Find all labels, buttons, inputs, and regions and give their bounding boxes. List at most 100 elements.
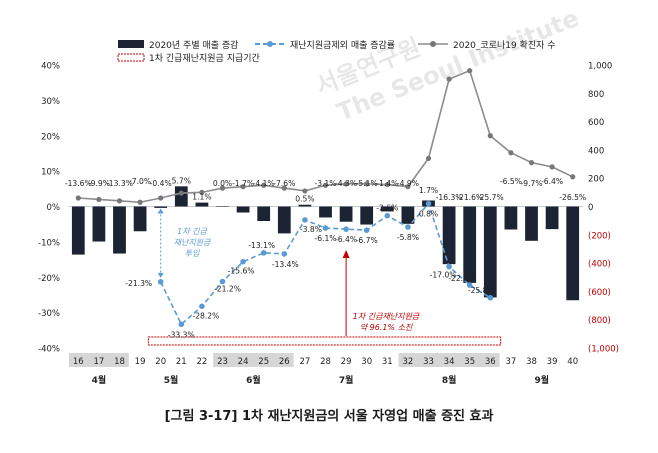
covid-point bbox=[508, 150, 514, 156]
right-tick-label: (400) bbox=[588, 260, 611, 270]
excl-point bbox=[363, 227, 370, 234]
bar-data-label: 5.7% bbox=[172, 176, 191, 185]
week-tick-label: 39 bbox=[547, 357, 558, 367]
covid-point bbox=[178, 190, 184, 196]
excl-data-label: -21.3% bbox=[125, 279, 152, 288]
left-tick-label: 10% bbox=[41, 168, 60, 178]
covid-point bbox=[467, 68, 473, 74]
left-axis: -40% -30% -20% -10% 0% 10% 20% 30% 40% bbox=[38, 62, 60, 355]
week-tick-label: 40 bbox=[567, 357, 578, 367]
excl-point bbox=[302, 217, 308, 223]
right-tick-label: 800 bbox=[588, 90, 604, 100]
covid-point bbox=[219, 185, 226, 191]
right-tick-label: (200) bbox=[588, 231, 611, 241]
bar-data-label: -7.0% bbox=[129, 177, 151, 186]
month-label: 4월 bbox=[92, 374, 107, 386]
sales-bar bbox=[257, 206, 271, 222]
week-tick-label: 20 bbox=[155, 357, 166, 367]
week-tick-label: 30 bbox=[361, 357, 372, 367]
bar-data-label: -9.7% bbox=[520, 179, 542, 188]
legend-swatch-period bbox=[117, 53, 145, 62]
sales-bar bbox=[360, 206, 374, 225]
week-tick-label: 38 bbox=[526, 357, 537, 367]
bar-data-label: -6.5% bbox=[500, 177, 522, 186]
bar-data-label: -26.5% bbox=[559, 193, 586, 202]
bar-data-label: 0.0% bbox=[213, 179, 232, 188]
sales-bar bbox=[236, 206, 250, 213]
sales-bar bbox=[483, 206, 497, 298]
injection-annotation: 재난지원금 bbox=[174, 238, 211, 247]
sales-bar bbox=[174, 186, 188, 207]
covid-point bbox=[528, 160, 535, 166]
covid-point bbox=[549, 164, 555, 170]
right-tick-label: (800) bbox=[588, 316, 611, 326]
bar-data-label: -4.1% bbox=[253, 179, 275, 188]
bar-data-label: -25.7% bbox=[477, 193, 504, 202]
covid-point bbox=[364, 181, 370, 187]
bar-data-label: -13.3% bbox=[106, 179, 133, 188]
excl-line bbox=[159, 202, 491, 326]
excl-data-label: -6.1% bbox=[314, 234, 336, 243]
covid-point bbox=[240, 184, 246, 190]
legend-label: 1차 긴급재난지원금 지급기간 bbox=[149, 52, 260, 64]
bar-data-label: 0.5% bbox=[295, 195, 314, 204]
shaded-week-band bbox=[69, 353, 129, 367]
excl-data-label: -2.6% bbox=[376, 204, 398, 213]
covid-point bbox=[384, 181, 390, 188]
week-tick-label: 36 bbox=[485, 357, 496, 367]
legend-label: 2020_코로나19 확진자 수 bbox=[453, 39, 556, 51]
covid-point bbox=[446, 76, 452, 82]
sales-bar bbox=[216, 206, 229, 207]
excl-point bbox=[219, 278, 226, 285]
excl-point bbox=[343, 226, 349, 232]
covid-point bbox=[570, 174, 576, 180]
excl-data-label: -13.4% bbox=[272, 260, 299, 269]
bar-data-label: -13.6% bbox=[65, 179, 92, 188]
right-axis: 1,000 800 600 400 200 0 (200) (400) (600) (800) (1… bbox=[588, 62, 619, 355]
covid-line-series bbox=[75, 68, 576, 205]
bar-data-label: 1.1% bbox=[192, 193, 211, 202]
bar-data-label: -3.1% bbox=[314, 179, 336, 188]
left-tick-label: -40% bbox=[38, 345, 60, 355]
exhaustion-annotation: 1차 긴급재난지원금 bbox=[353, 312, 420, 321]
right-tick-label: 400 bbox=[588, 146, 604, 156]
injection-arrow-head bbox=[157, 272, 164, 278]
covid-point bbox=[116, 198, 123, 204]
bar-data-label: 1.7% bbox=[419, 186, 438, 195]
week-tick-label: 22 bbox=[196, 357, 207, 367]
distribution-period-box bbox=[147, 336, 502, 346]
week-tick-label: 23 bbox=[217, 357, 228, 367]
bar-data-label: -0.4% bbox=[150, 179, 172, 188]
left-tick-label: -10% bbox=[38, 238, 60, 248]
excl-point bbox=[260, 250, 267, 256]
sales-bar bbox=[298, 204, 312, 207]
right-tick-label: (600) bbox=[588, 288, 611, 298]
sales-bar bbox=[113, 206, 126, 254]
excl-point bbox=[446, 263, 452, 270]
sales-bar bbox=[380, 206, 394, 212]
legend-swatch-excl-marker bbox=[267, 41, 273, 47]
legend-swatch-bar bbox=[118, 40, 144, 48]
covid-point bbox=[158, 195, 164, 201]
excl-data-label: 0.8% bbox=[419, 210, 438, 219]
left-tick-label: 20% bbox=[41, 132, 60, 142]
excl-data-label: -3.8% bbox=[300, 225, 322, 234]
excl-point bbox=[322, 225, 329, 231]
data-labels: -13.6%-9.9%-13.3%-7.0%-0.4% 5.7%1.1%0.0% -… bbox=[65, 176, 586, 339]
excl-point bbox=[425, 200, 432, 207]
shaded-week-band bbox=[398, 353, 500, 367]
covid-point bbox=[199, 189, 205, 195]
covid-point bbox=[302, 188, 308, 194]
excl-data-label: -25.8% bbox=[468, 286, 495, 295]
week-tick-label: 32 bbox=[402, 357, 413, 367]
sales-bar bbox=[525, 206, 538, 241]
sales-bar bbox=[154, 206, 168, 208]
sales-bar bbox=[277, 206, 291, 234]
sales-bar bbox=[133, 206, 147, 232]
month-label: 6월 bbox=[246, 374, 261, 386]
covid-point bbox=[405, 184, 411, 190]
legend-label: 재난지원금제외 매출 증감률 bbox=[290, 39, 395, 51]
sales-bar bbox=[71, 206, 85, 255]
excl-data-label: -22.2% bbox=[448, 274, 475, 283]
